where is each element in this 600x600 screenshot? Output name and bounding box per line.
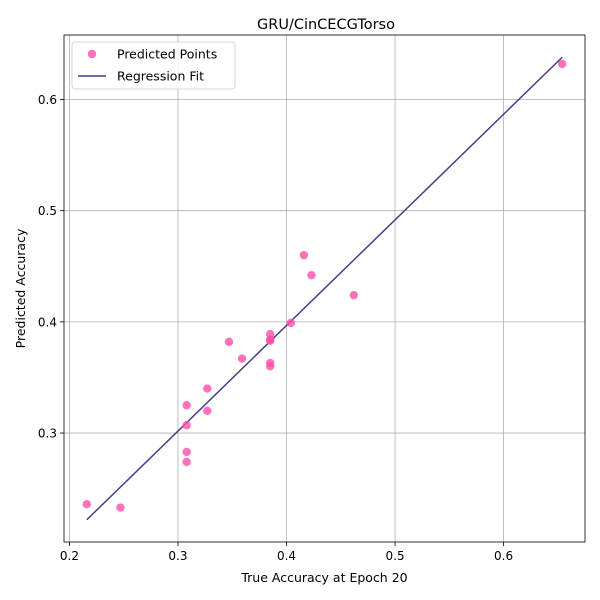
chart-title: GRU/CinCECGTorso	[257, 17, 395, 33]
y-tick-label: 0.5	[38, 204, 57, 218]
data-point	[182, 401, 191, 410]
data-point	[82, 499, 91, 509]
data-point	[224, 337, 234, 347]
plot-frame	[63, 34, 586, 543]
data-point	[182, 457, 191, 467]
legend: Predicted Points Regression Fit	[71, 41, 236, 90]
regression-layer	[86, 56, 563, 521]
regression-fit-line	[86, 56, 563, 521]
data-point	[349, 290, 359, 300]
data-point	[266, 329, 275, 339]
data-point	[182, 421, 191, 430]
data-point	[116, 503, 125, 512]
data-point	[182, 447, 191, 457]
data-point	[203, 406, 212, 416]
y-tick-label: 0.6	[38, 93, 57, 107]
data-point	[203, 384, 212, 393]
x-axis-label: True Accuracy at Epoch 20	[240, 570, 407, 585]
data-point	[558, 59, 567, 69]
data-point	[299, 250, 309, 260]
legend-box	[71, 41, 236, 90]
data-point	[286, 318, 296, 328]
data-point	[307, 270, 316, 280]
x-tick-label: 0.5	[386, 549, 405, 563]
x-tick-label: 0.3	[168, 549, 187, 563]
legend-label-regression-fit: Regression Fit	[117, 69, 204, 84]
x-tick-label: 0.6	[494, 549, 513, 563]
x-tick-label: 0.2	[60, 549, 79, 563]
data-point	[237, 354, 247, 363]
axis-ticks: 0.2 0.3 0.4 0.5 0.6 0.3 0.4 0.5 0.6	[38, 93, 513, 563]
y-axis-label: Predicted Accuracy	[13, 228, 28, 348]
legend-label-predicted-points: Predicted Points	[117, 47, 217, 62]
y-tick-label: 0.4	[38, 315, 57, 329]
x-tick-label: 0.4	[277, 549, 296, 563]
grid	[64, 35, 585, 542]
legend-marker-predicted-points	[87, 49, 97, 59]
data-point	[266, 358, 275, 368]
y-tick-label: 0.3	[38, 427, 57, 441]
points-layer	[82, 59, 567, 512]
